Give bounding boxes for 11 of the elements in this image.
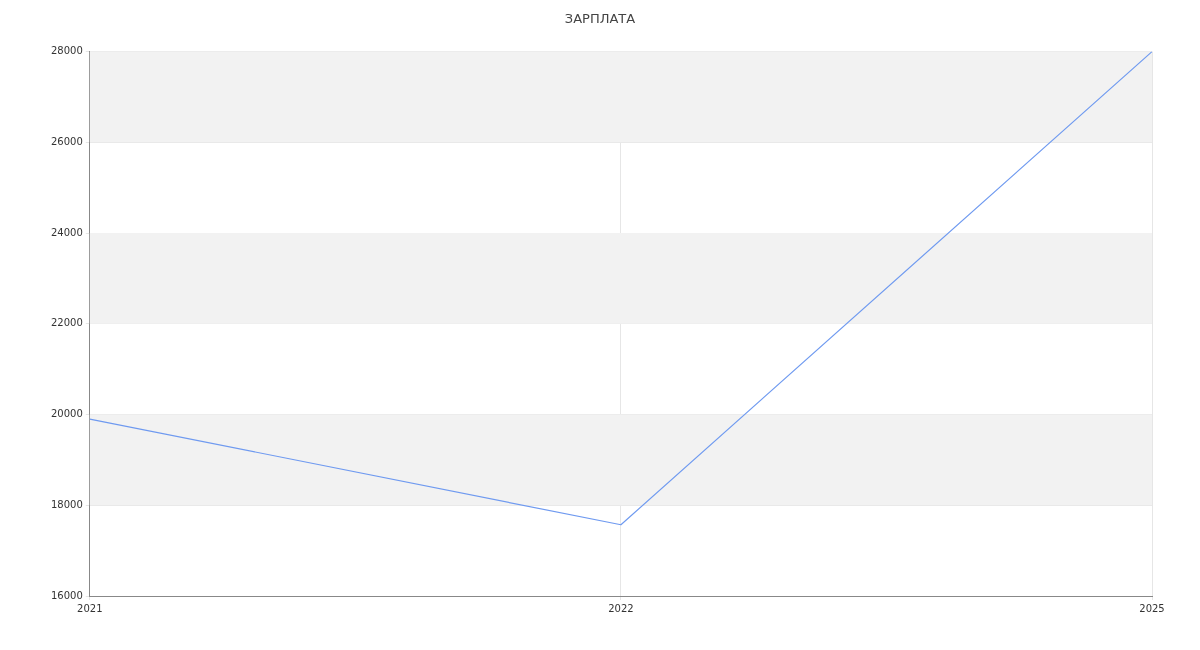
y-tick-label: 22000: [51, 317, 83, 329]
y-tick-label: 18000: [51, 498, 83, 510]
y-tick-label: 26000: [51, 135, 83, 147]
chart-title: ЗАРПЛАТА: [564, 11, 636, 27]
x-tick-label: 2025: [1139, 602, 1165, 614]
x-tick-label: 2022: [608, 602, 634, 614]
y-tick-label: 24000: [51, 226, 83, 238]
y-tick-label: 16000: [51, 589, 83, 601]
x-tick-label: 2021: [77, 602, 103, 614]
y-tick-label: 20000: [51, 408, 83, 420]
y-tick-label: 28000: [51, 45, 83, 57]
